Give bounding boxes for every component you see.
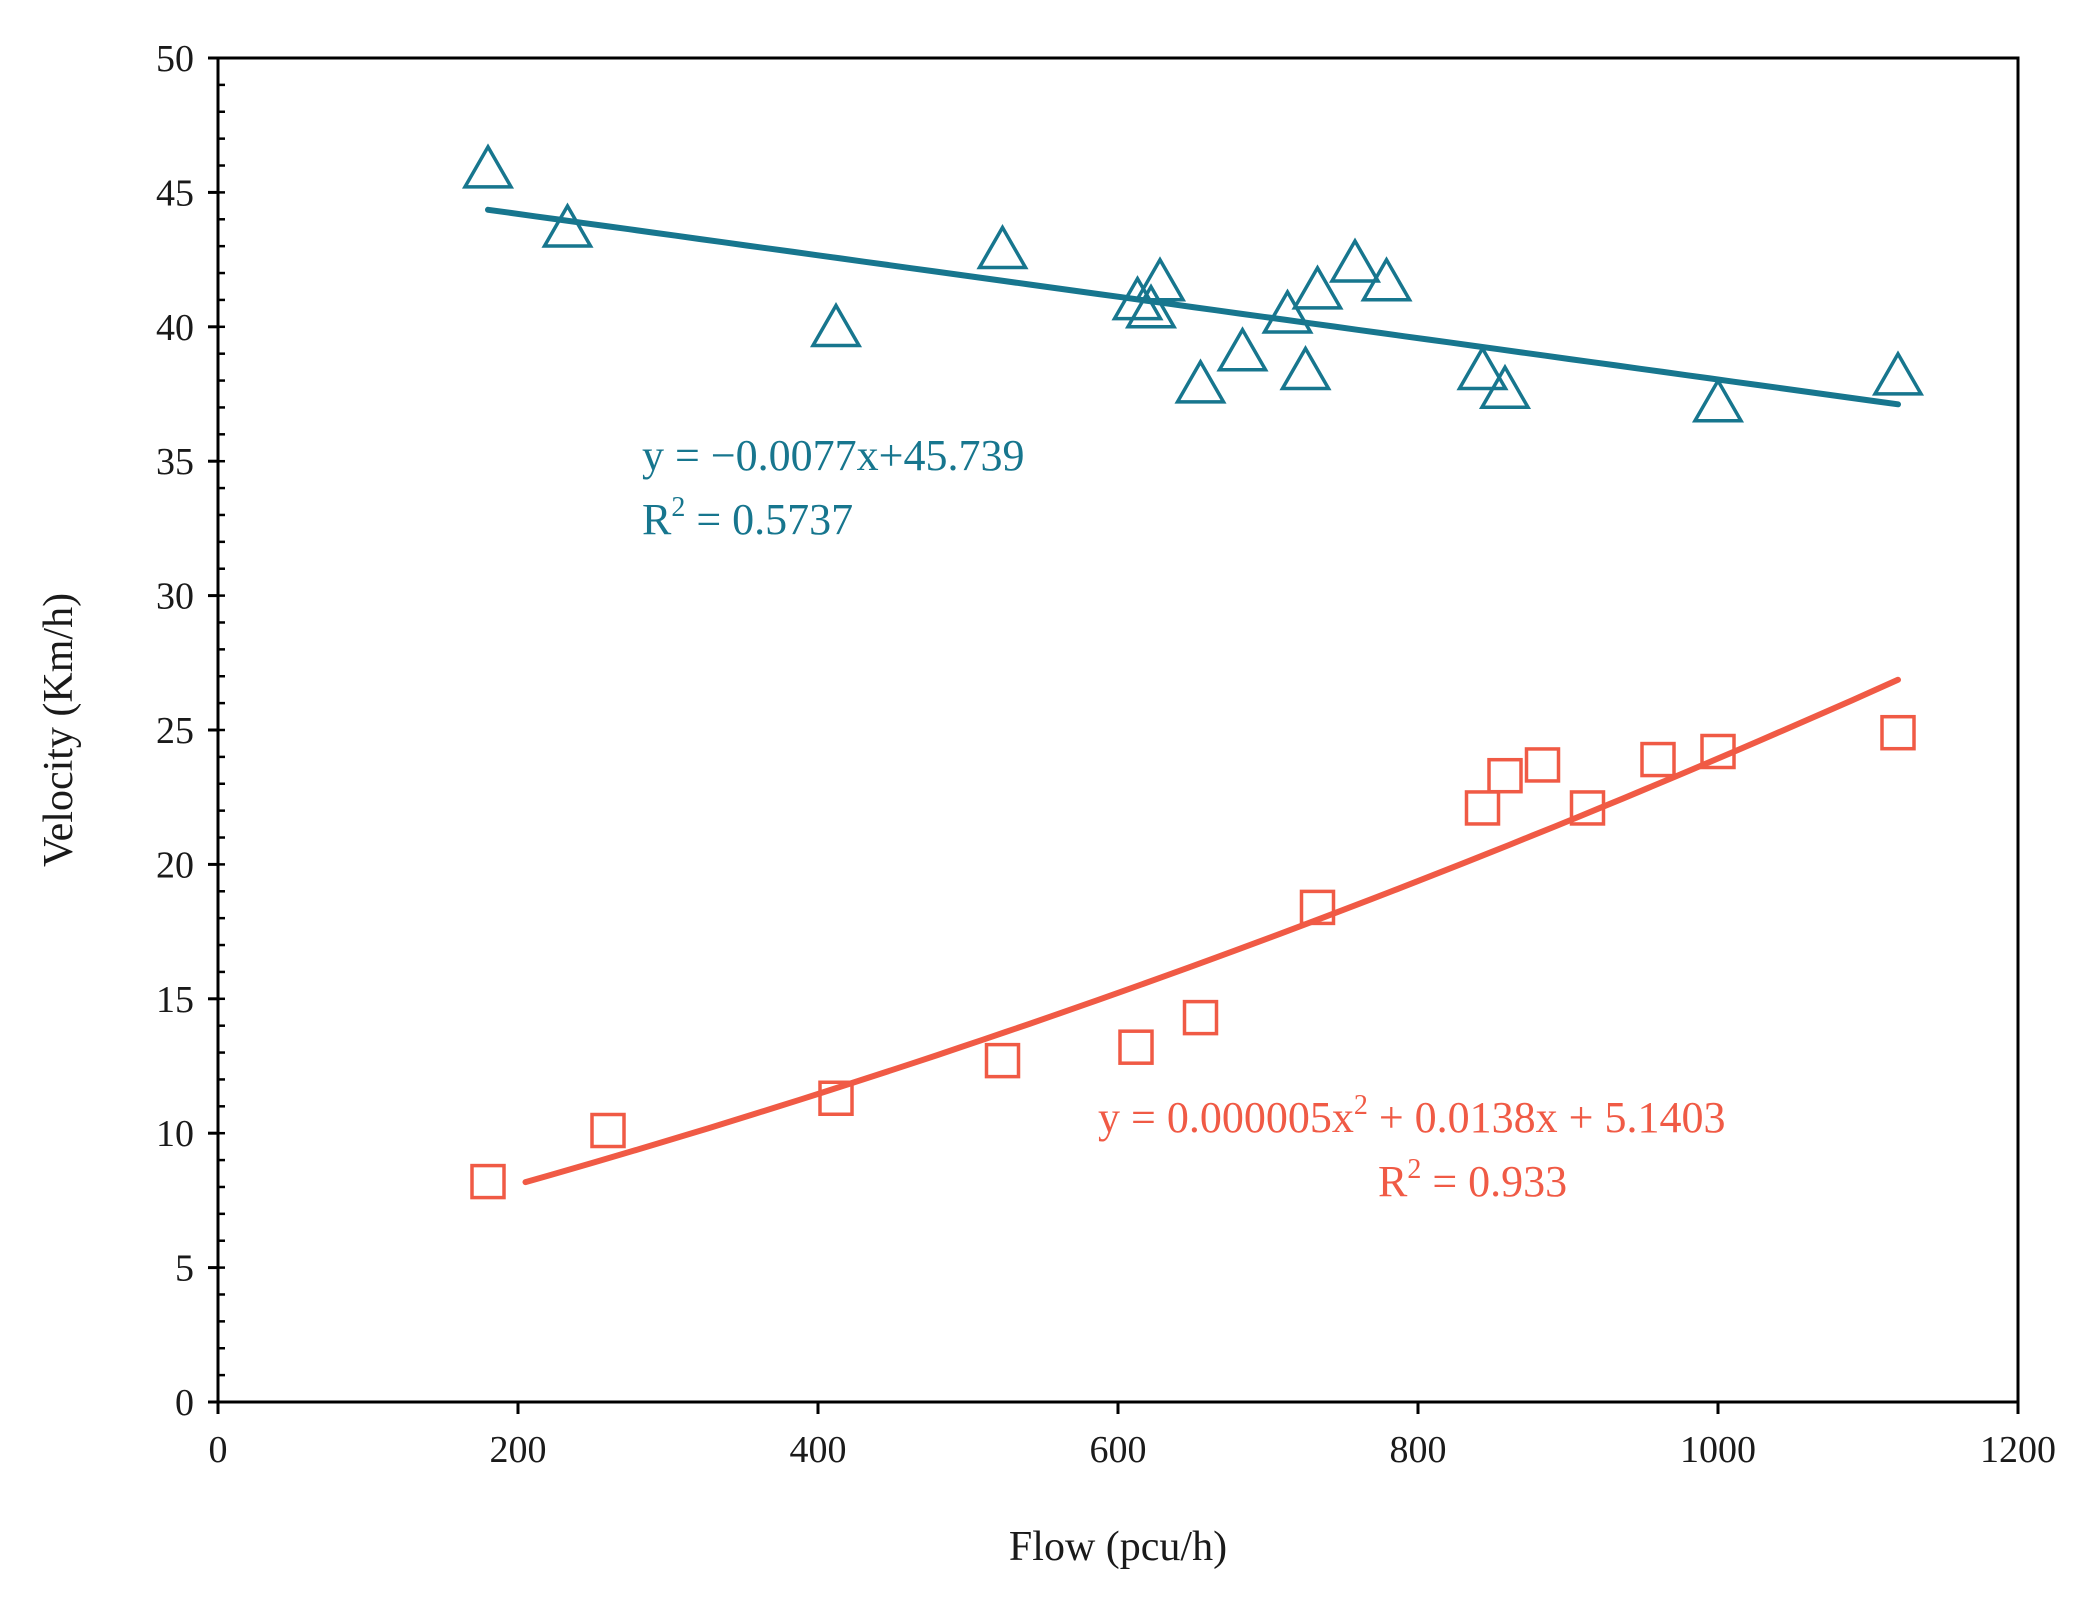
plot-frame — [216, 56, 2020, 1404]
lower-r2-value: = 0.933 — [1421, 1157, 1567, 1206]
lower-square-point — [818, 1080, 854, 1117]
data-markers — [461, 143, 1925, 1200]
y-axis-title: Velocity (Km/h) — [36, 593, 82, 867]
upper-fit-equation: y = −0.0077x+45.739 — [642, 431, 1024, 480]
lower-square-point — [1487, 757, 1523, 794]
lower-square-point — [1299, 889, 1336, 926]
lower-r2-superscript: 2 — [1407, 1154, 1421, 1185]
x-tick-label: 1200 — [1980, 1429, 2056, 1471]
upper-triangle-point — [1279, 344, 1332, 391]
lower-square-point — [1524, 747, 1561, 783]
lower-eq-pre: y = 0.000005x — [1098, 1093, 1354, 1142]
y-tick-label: 40 — [156, 307, 194, 349]
upper-r2-value: = 0.5737 — [685, 495, 853, 544]
axes: 0 5 10 15 20 25 30 35 40 45 50 0 200 400 600 800 1000 120… — [156, 38, 2056, 1471]
upper-triangle-point — [461, 143, 515, 189]
upper-r2-label: R — [642, 495, 672, 544]
x-tick-label: 200 — [490, 1429, 547, 1471]
lower-r2-label: R — [1378, 1157, 1408, 1206]
lower-square-point — [1569, 790, 1606, 826]
lower-square-point — [1640, 741, 1676, 778]
lower-square-point — [1700, 733, 1736, 770]
y-tick-label: 45 — [156, 172, 194, 214]
x-axis-title: Flow (pcu/h) — [1009, 1524, 1227, 1570]
lower-square-point — [1464, 790, 1501, 826]
x-tick-label: 600 — [1090, 1429, 1147, 1471]
upper-r2-superscript: 2 — [671, 492, 685, 523]
lower-square-point — [1182, 999, 1219, 1036]
upper-triangle-point — [1133, 256, 1187, 302]
upper-triangle-point — [976, 223, 1029, 270]
y-tick-label: 5 — [175, 1248, 194, 1290]
y-tick-label: 10 — [156, 1113, 194, 1155]
lower-square-point — [984, 1042, 1021, 1079]
y-tick-label: 15 — [156, 979, 194, 1021]
y-tick-label: 30 — [156, 576, 194, 618]
upper-triangle-point — [1478, 363, 1532, 410]
x-tick-label: 0 — [209, 1429, 228, 1471]
lower-fit-equation: y = 0.000005x2 + 0.0138x + 5.1403 — [1098, 1090, 1725, 1142]
upper-triangle-point — [1216, 326, 1269, 372]
upper-triangle-point — [1360, 256, 1413, 302]
upper-fit-line — [485, 206, 1901, 408]
y-tick-label: 50 — [156, 38, 194, 80]
lower-square-point — [470, 1163, 506, 1200]
lower-square-point — [1880, 714, 1916, 751]
upper-triangle-point — [1871, 350, 1925, 396]
upper-triangle-point — [1691, 377, 1745, 423]
lower-eq-superscript: 2 — [1354, 1090, 1368, 1121]
upper-fit-r2: R2 = 0.5737 — [642, 492, 853, 544]
lower-square-point — [1118, 1029, 1154, 1065]
upper-triangle-point — [1291, 264, 1344, 310]
upper-triangle-point — [1174, 358, 1227, 404]
upper-triangle-point — [809, 301, 863, 348]
y-tick-label: 35 — [156, 441, 194, 483]
y-tick-label: 0 — [175, 1382, 194, 1424]
x-tick-label: 800 — [1390, 1429, 1447, 1471]
x-tick-label: 1000 — [1680, 1429, 1756, 1471]
lower-fit-r2: R2 = 0.933 — [1378, 1154, 1567, 1206]
upper-triangle-point — [541, 202, 594, 248]
upper-triangle-point — [1261, 288, 1314, 334]
upper-triangle-point — [1328, 237, 1382, 283]
y-tick-label: 25 — [156, 710, 194, 752]
y-tick-label: 20 — [156, 844, 194, 886]
lower-fit-line — [522, 676, 1901, 1186]
x-tick-label: 400 — [790, 1429, 847, 1471]
lower-square-point — [590, 1112, 626, 1149]
lower-eq-post: + 0.0138x + 5.1403 — [1368, 1093, 1726, 1142]
upper-triangle-point — [1124, 283, 1178, 329]
fit-lines — [485, 206, 1901, 1186]
upper-triangle-point — [1456, 344, 1509, 391]
